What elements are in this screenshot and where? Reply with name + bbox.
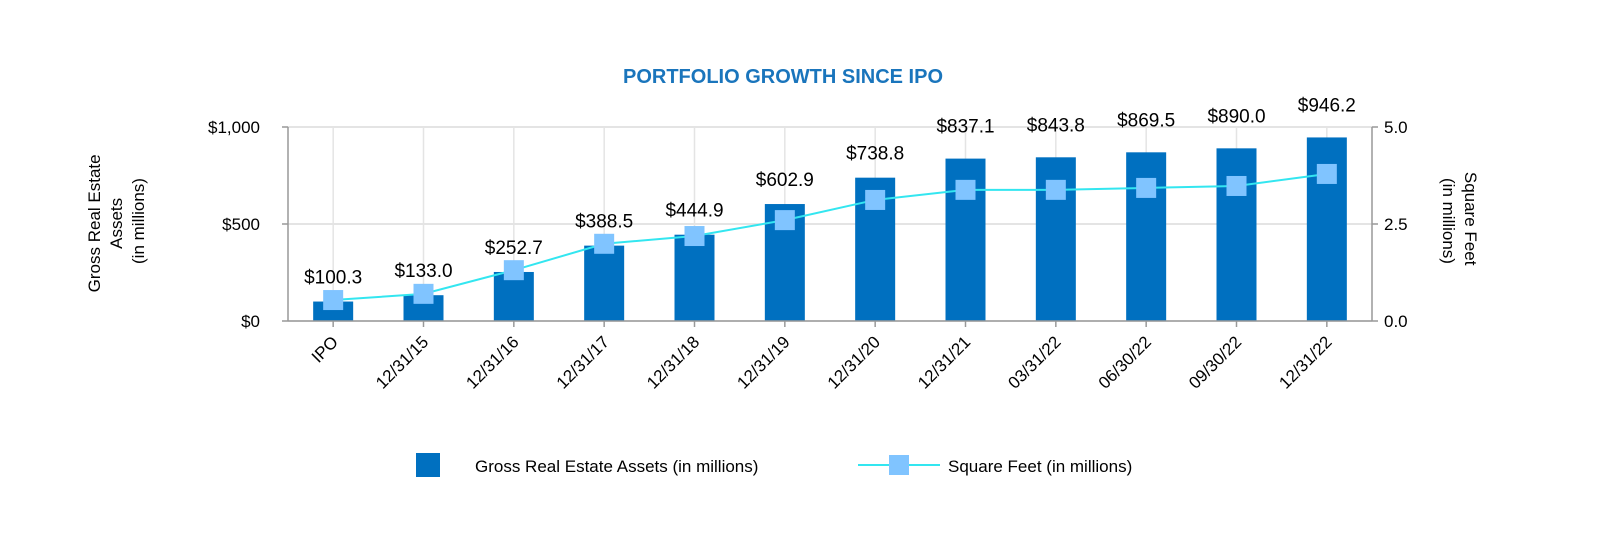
bar bbox=[1216, 148, 1257, 321]
x-tick-label: 12/31/19 bbox=[733, 332, 793, 392]
x-tick-label: 12/31/15 bbox=[372, 332, 432, 392]
right-axis-title-line: Square Feet bbox=[1461, 172, 1480, 266]
x-tick-label: 12/31/22 bbox=[1275, 332, 1335, 392]
x-tick-label: 12/31/18 bbox=[643, 332, 703, 392]
x-tick-label: 09/30/22 bbox=[1185, 332, 1245, 392]
bar-data-label: $837.1 bbox=[936, 117, 994, 138]
bar-data-label: $252.7 bbox=[485, 238, 543, 259]
right-tick-label: 0.0 bbox=[1384, 312, 1408, 331]
square-feet-marker bbox=[865, 189, 886, 210]
right-axis-title-line: (in millions) bbox=[1439, 178, 1458, 264]
bar bbox=[584, 245, 625, 321]
x-tick-label: 12/31/16 bbox=[462, 332, 522, 392]
chart-title: PORTFOLIO GROWTH SINCE IPO bbox=[623, 66, 943, 88]
left-axis-title-line: (in millions) bbox=[129, 178, 148, 264]
left-axis-title-line: Assets bbox=[107, 198, 126, 249]
square-feet-marker bbox=[1045, 179, 1066, 200]
square-feet-marker bbox=[503, 260, 524, 281]
x-tick-label: 06/30/22 bbox=[1095, 332, 1155, 392]
bar-data-label: $946.2 bbox=[1298, 95, 1356, 116]
bar-data-label: $100.3 bbox=[304, 268, 362, 289]
bar-data-label: $388.5 bbox=[575, 212, 633, 233]
bar-data-label: $890.0 bbox=[1207, 106, 1265, 127]
legend-line-marker bbox=[889, 455, 909, 475]
x-tick-label: 12/31/21 bbox=[914, 332, 974, 392]
legend-bar-label: Gross Real Estate Assets (in millions) bbox=[475, 457, 758, 476]
right-tick-label: 2.5 bbox=[1384, 215, 1408, 234]
square-feet-line bbox=[333, 172, 1327, 302]
bar-data-label: $444.9 bbox=[665, 201, 723, 222]
bar-data-label: $738.8 bbox=[846, 144, 904, 165]
left-axis-title-line: Gross Real Estate bbox=[85, 154, 104, 292]
bar-data-label: $133.0 bbox=[394, 261, 452, 282]
left-tick-label: $500 bbox=[222, 215, 260, 234]
square-feet-marker bbox=[774, 210, 795, 231]
x-tick-label: 12/31/20 bbox=[824, 332, 884, 392]
square-feet-marker bbox=[1226, 175, 1247, 196]
left-tick-label: $0 bbox=[241, 312, 260, 331]
x-tick-label: 12/31/17 bbox=[553, 332, 613, 392]
left-tick-label: $1,000 bbox=[208, 118, 260, 137]
bar bbox=[1126, 152, 1167, 321]
x-tick-label: IPO bbox=[308, 332, 342, 366]
right-tick-label: 5.0 bbox=[1384, 118, 1408, 137]
bar-data-label: $602.9 bbox=[756, 170, 814, 191]
bar-data-label: $869.5 bbox=[1117, 110, 1175, 131]
bar bbox=[674, 234, 715, 321]
square-feet-marker bbox=[684, 226, 705, 247]
bar-data-label: $843.8 bbox=[1027, 115, 1085, 136]
square-feet-marker bbox=[955, 179, 976, 200]
legend: Gross Real Estate Assets (in millions) S… bbox=[416, 453, 1132, 477]
left-axis-title: Gross Real Estate Assets (in millions) bbox=[85, 150, 148, 293]
x-tick-label: 03/31/22 bbox=[1004, 332, 1064, 392]
square-feet-marker bbox=[1316, 163, 1337, 184]
square-feet-marker bbox=[594, 233, 615, 254]
legend-line-label: Square Feet (in millions) bbox=[948, 457, 1132, 476]
square-feet-marker bbox=[413, 283, 434, 304]
square-feet-marker bbox=[1136, 177, 1157, 198]
legend-bar-swatch bbox=[416, 453, 440, 477]
square-feet-marker bbox=[323, 290, 344, 311]
right-axis-title: Square Feet (in millions) bbox=[1439, 172, 1480, 270]
